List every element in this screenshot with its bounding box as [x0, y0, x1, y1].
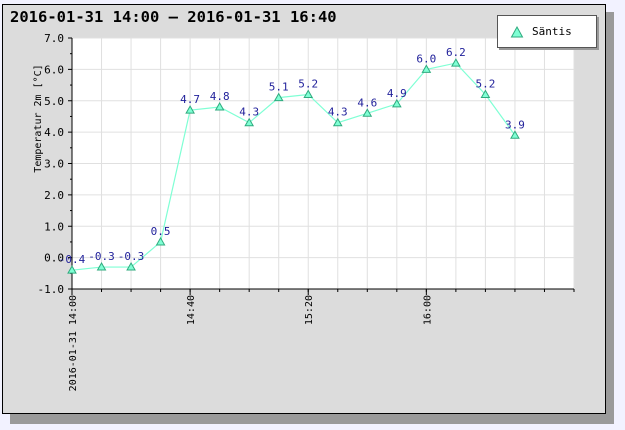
- data-point: [273, 92, 284, 102]
- data-point: [96, 262, 107, 271]
- legend-entry-santis: Säntis: [532, 25, 572, 38]
- data-label: 4.9: [387, 87, 407, 100]
- data-point: [126, 262, 136, 271]
- data-label: 5.2: [298, 77, 318, 90]
- data-label: 4.7: [180, 93, 200, 106]
- chart-title: 2016-01-31 14:00 – 2016-01-31 16:40: [10, 8, 337, 26]
- legend-triangle-icon: [510, 25, 524, 37]
- data-label: 4.3: [328, 106, 348, 119]
- data-label: 6.2: [446, 46, 466, 59]
- data-label: -0.4: [59, 253, 86, 266]
- y-tick-label: -1.0: [38, 283, 65, 296]
- data-point: [510, 130, 520, 139]
- data-label: 4.3: [239, 106, 259, 119]
- y-tick-label: 7.0: [44, 32, 64, 45]
- data-label: 5.1: [269, 81, 289, 94]
- data-label: 4.6: [357, 96, 377, 109]
- series-line: [71, 62, 516, 271]
- data-label: -0.3: [88, 250, 115, 263]
- y-tick-label: 1.0: [44, 220, 64, 233]
- data-label: 4.8: [210, 90, 230, 103]
- x-tick-label: 15:20: [304, 295, 315, 325]
- data-label: 3.9: [505, 118, 525, 131]
- data-point: [332, 117, 343, 127]
- data-label: 6.0: [416, 52, 436, 65]
- data-point: [362, 108, 373, 117]
- data-point: [421, 64, 432, 73]
- data-label: 0.5: [151, 225, 171, 238]
- x-tick-label: 2016-01-31 14:00: [68, 295, 79, 391]
- y-tick-label: 3.0: [44, 158, 64, 171]
- data-point: [303, 89, 314, 98]
- y-tick-label: 6.0: [44, 63, 64, 76]
- data-point: [155, 236, 166, 246]
- data-point: [451, 58, 461, 67]
- data-point: [391, 98, 402, 108]
- y-tick-label: 4.0: [44, 126, 64, 139]
- data-point: [480, 89, 491, 98]
- y-tick-label: 0.0: [44, 252, 64, 265]
- data-point: [185, 105, 195, 114]
- data-label: -0.3: [118, 250, 145, 263]
- x-tick-label: 16:00: [422, 295, 433, 325]
- y-axis-label: Temperatur 2m [°C]: [33, 64, 44, 172]
- data-point: [244, 117, 255, 127]
- legend: Säntis: [497, 15, 597, 48]
- data-label: 5.2: [475, 77, 495, 90]
- y-tick-label: 5.0: [44, 95, 64, 108]
- y-tick-label: 2.0: [44, 189, 64, 202]
- data-point: [67, 265, 77, 274]
- x-tick-label: 14:40: [186, 295, 197, 325]
- data-point: [214, 102, 225, 111]
